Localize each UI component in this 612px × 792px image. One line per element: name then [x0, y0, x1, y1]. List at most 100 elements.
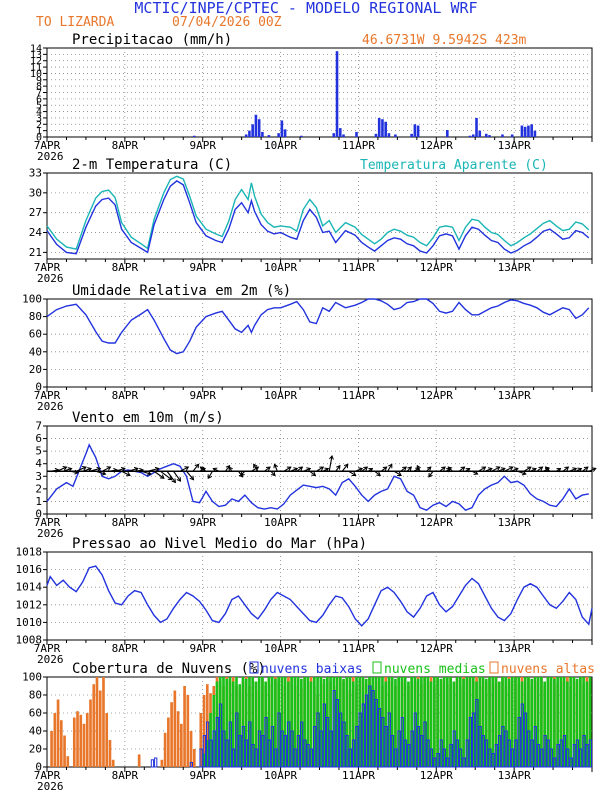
wind-arrow [328, 455, 333, 472]
cloud-mid-bar [329, 677, 332, 767]
panel4-year: 2026 [37, 527, 64, 540]
cloud-high-bar [92, 684, 96, 767]
cloud-mid-bar [241, 677, 245, 767]
wind-arrow [213, 467, 220, 472]
panel5-year: 2026 [37, 653, 64, 666]
wind-arrow-head [538, 466, 544, 471]
panel1-ytick-label: 9 [36, 75, 42, 86]
cloud-low-bar [488, 748, 492, 768]
cloud-high-bar [82, 723, 86, 767]
cloud-mid-bar [484, 678, 488, 767]
cloud-mid-bar [335, 677, 339, 767]
cloud-low-bar [319, 730, 323, 768]
wind-arrow [63, 467, 72, 472]
cloud-mid-bar [442, 677, 446, 767]
panel6-xlabel: 9APR [189, 769, 216, 782]
wind-arrow-head [189, 475, 195, 481]
cloud-mid-bar [374, 677, 378, 767]
cloud-mid-bar [520, 681, 524, 767]
cloud-low-bar [468, 717, 472, 768]
wind-arrow [199, 467, 206, 472]
wind-arrow [147, 467, 159, 472]
cloud-low-bar [241, 726, 245, 768]
wind-arrow [56, 466, 67, 472]
wind-arrow-head [351, 471, 357, 476]
precip-bar [446, 130, 449, 137]
cloud-mid-bar [274, 678, 277, 767]
precip-bar [335, 51, 339, 137]
wind-arrow-head [324, 467, 330, 473]
precip-bar [530, 124, 533, 137]
cloud-low-bar [296, 735, 301, 768]
cloud-low-bar [562, 735, 567, 768]
panel2-ytick-label: 33 [29, 167, 42, 180]
legend-label: nuvens baixas [261, 662, 363, 677]
wind-arrow-head [286, 466, 292, 471]
panel6-xlabel: 12APR [420, 769, 453, 782]
cloud-low-bar [416, 726, 421, 768]
cloud-low-bar [471, 712, 476, 768]
cloud-low-bar [569, 757, 573, 768]
cloud-low-bar [527, 730, 531, 768]
precip-bar [244, 134, 248, 137]
cloud-mid-bar [277, 677, 280, 767]
cloud-mid-bar [325, 677, 329, 767]
wind-arrow-head [363, 466, 369, 471]
cloud-low-bar [225, 739, 229, 768]
cloud-mid-bar [261, 677, 264, 767]
cloud-low-bar [374, 699, 378, 768]
wind-arrow-head [336, 464, 341, 470]
panel4-xlabel: 13APR [498, 516, 531, 529]
cloud-low-bar [497, 735, 502, 768]
cloud-low-bar [238, 735, 242, 768]
cloud-mid-bar [549, 677, 553, 767]
cloud-mid-bar [384, 681, 388, 767]
wind-arrow-head [228, 466, 233, 472]
cloud-low-bar [244, 739, 249, 768]
panel6-xlabel: 7APR [34, 769, 61, 782]
cloud-low-bar [290, 730, 294, 768]
cloud-low-bar [205, 721, 210, 768]
cloud-high-bar [192, 749, 196, 767]
cloud-low-bar [394, 748, 398, 768]
cloud-mid-bar [270, 677, 274, 767]
wind-arrow [121, 470, 131, 476]
cloud-low-bar [267, 739, 271, 768]
cloud-low-bar [202, 735, 206, 768]
cloud-low-bar [355, 726, 359, 768]
cloud-low-bar [329, 730, 333, 768]
wind-arrow-head [67, 467, 73, 472]
cloud-mid-bar [504, 677, 508, 767]
cloud-mid-bar [407, 681, 410, 767]
cloud-low-bar [342, 721, 346, 768]
cloud-low-bar [384, 726, 388, 768]
wind-arrow-head [298, 466, 304, 471]
wind-arrow [322, 467, 329, 472]
cloud-mid-bar [429, 681, 433, 767]
cloud-high-bar [167, 717, 170, 767]
wind-arrow-head [171, 478, 176, 484]
cloud-low-bar [345, 735, 349, 768]
cloud-mid-bar [553, 678, 556, 767]
cloud-low-bar [517, 717, 521, 768]
wind-arrow [361, 466, 368, 472]
cloud-low-bar [199, 748, 203, 768]
cloud-mid-bar [244, 678, 248, 767]
cloud-low-bar [287, 721, 291, 768]
cloud-low-bar [543, 735, 547, 768]
cloud-mid-bar [452, 681, 456, 767]
cloud-mid-bar [585, 681, 589, 767]
wind-arrow-head [428, 472, 433, 478]
cloud-high-bar [205, 684, 209, 767]
cloud-mid-bar [501, 677, 504, 767]
panel2-ytick-label: 21 [29, 246, 42, 259]
panel5-xlabel: 11APR [342, 642, 375, 655]
cloud-mid-bar [218, 677, 222, 767]
cloud-low-bar [439, 739, 443, 768]
cloud-low-bar [254, 748, 258, 768]
panel2-ytick-label: 30 [29, 186, 42, 199]
cloud-low-bar [588, 739, 593, 768]
cloud-mid-bar [387, 677, 391, 767]
wind-arrow [264, 466, 271, 472]
